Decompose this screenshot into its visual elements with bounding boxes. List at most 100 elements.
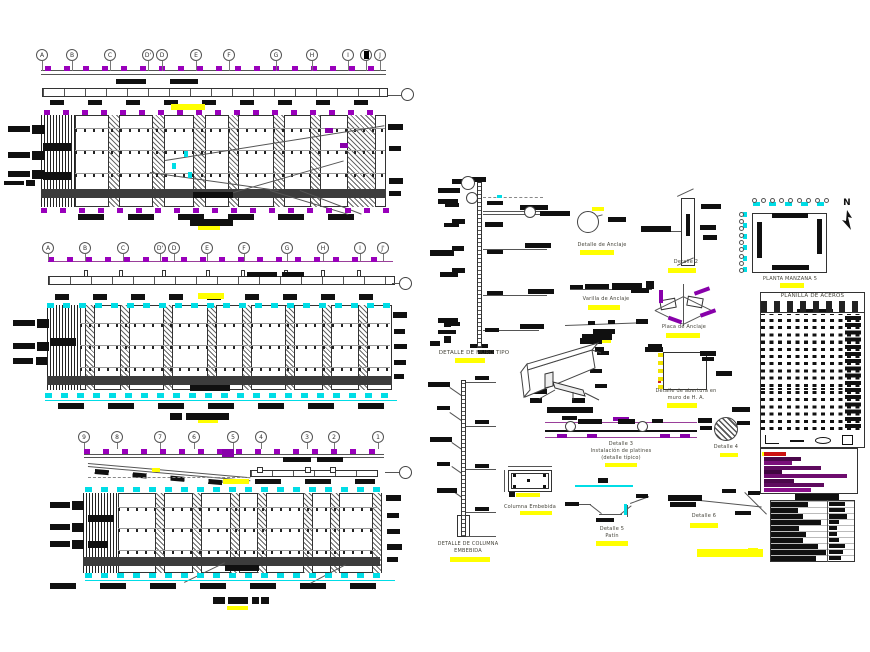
annotation-bar: [771, 520, 821, 525]
pilaster-hatch: [155, 493, 165, 573]
annotation-bar: [732, 407, 750, 412]
annotation-bar: [438, 199, 458, 204]
accent-mark: [557, 434, 567, 438]
yellow-highlight: [697, 549, 763, 557]
cyan-mark: [497, 195, 502, 198]
plan-grid-bubble: [761, 198, 766, 203]
outline-box: [511, 473, 549, 489]
pilaster-hatch: [358, 305, 368, 390]
grid-bubble: I: [354, 242, 366, 261]
drawing-line: [565, 322, 637, 326]
yellow-highlight: [596, 541, 628, 546]
placa-anclaje-caption: Placa de Anclaje: [661, 324, 707, 330]
outline-box: [321, 270, 325, 277]
annotation-bar: [440, 272, 458, 277]
tick-row: [55, 294, 385, 300]
annotation-bar: [438, 330, 456, 334]
annotation-bar: [748, 491, 760, 495]
grid-bubble: F: [223, 49, 235, 71]
annotation-bar: [437, 488, 457, 493]
annotation-bar: [13, 320, 35, 326]
outline-box: [305, 467, 311, 473]
annotation-bar: [50, 541, 70, 547]
tick-row: [50, 100, 380, 105]
annotation-bar: [631, 288, 649, 293]
pilaster-hatch: [108, 115, 120, 207]
yellow-highlight: [198, 293, 224, 299]
drawing-line: [451, 466, 464, 475]
annotation-bar: [670, 502, 696, 507]
annotation-bar: [772, 265, 809, 270]
detail-circle: [524, 206, 536, 218]
drawing-line: [466, 512, 496, 513]
annotation-bar: [487, 201, 503, 205]
annotation-bar: [598, 478, 608, 483]
plan-grid-bubble: [739, 240, 744, 245]
drawing-line: [84, 454, 384, 455]
plan-grid-bubble: [739, 247, 744, 252]
drawing-line: [483, 211, 545, 212]
drawing-line: [269, 190, 349, 215]
annotation-bar: [618, 419, 635, 424]
grid-bubble: C: [117, 242, 129, 261]
annotation-bar: [702, 357, 714, 361]
grid-bubble: G: [270, 49, 282, 71]
plan-grid-bubble: [739, 254, 744, 259]
pilaster-hatch: [228, 115, 239, 207]
drawing-line: [299, 190, 362, 215]
annotation-bar: [386, 495, 401, 501]
plan-grid-bubble: [739, 268, 744, 273]
yellow-highlight: [748, 548, 758, 556]
annotation-bar: [88, 541, 108, 548]
annotation-bar: [446, 322, 460, 326]
pilaster-hatch: [347, 115, 376, 207]
annotation-bar: [700, 351, 716, 356]
grid-bubble: J: [374, 49, 386, 71]
drawing-line: [508, 466, 552, 467]
annotation-bar: [72, 501, 84, 510]
drawing-line: [654, 310, 683, 325]
tick-row: [94, 469, 245, 488]
annotation-bar: [608, 320, 615, 324]
detalle3-caption-2: Instalación de platines: [590, 448, 652, 454]
base-band: [41, 189, 386, 198]
rebar-quantity-bar: [764, 479, 794, 483]
detail-circle: [466, 192, 478, 204]
accent-mark: [325, 128, 333, 133]
grid-bubble: E: [201, 242, 213, 261]
annotation-bar: [4, 181, 24, 185]
annotation-bar: [470, 196, 475, 201]
yellow-highlight: [605, 463, 637, 467]
north-arrow-icon: [842, 210, 852, 230]
outline-box: [760, 448, 858, 494]
annotation-bar: [452, 179, 468, 184]
grid-bubble: 1: [372, 431, 384, 449]
grid-bubble: D': [142, 49, 154, 71]
annotation-bar: [509, 492, 515, 497]
drawing-line: [545, 430, 697, 432]
drawing-line: [545, 422, 697, 423]
wall-end-hatch: [47, 305, 81, 390]
pilaster-hatch: [163, 305, 173, 390]
detail-circle: [399, 466, 412, 479]
grid-bubble: E: [190, 49, 202, 71]
annotation-bar: [317, 457, 343, 462]
rebar-dotted-line: [80, 367, 390, 371]
tick-row: [78, 214, 378, 220]
drawing-line: [165, 125, 385, 161]
yellow-highlight: [720, 453, 738, 457]
annotation-bar: [50, 338, 76, 346]
annotation-bar: [389, 178, 403, 184]
wall-end-hatch: [41, 115, 76, 207]
drawing-line: [627, 505, 628, 517]
drawing-line: [483, 197, 543, 199]
grid-bubble: D': [154, 242, 166, 261]
pilaster-hatch: [152, 115, 165, 207]
annotation-bar: [485, 328, 499, 332]
cyan-mark: [45, 400, 397, 401]
drawing-line: [483, 330, 539, 331]
annotation-bar: [444, 320, 451, 327]
rebar-quantity-bar: [764, 488, 811, 492]
drawing-line: [630, 496, 650, 504]
yellow-highlight: [516, 493, 540, 497]
